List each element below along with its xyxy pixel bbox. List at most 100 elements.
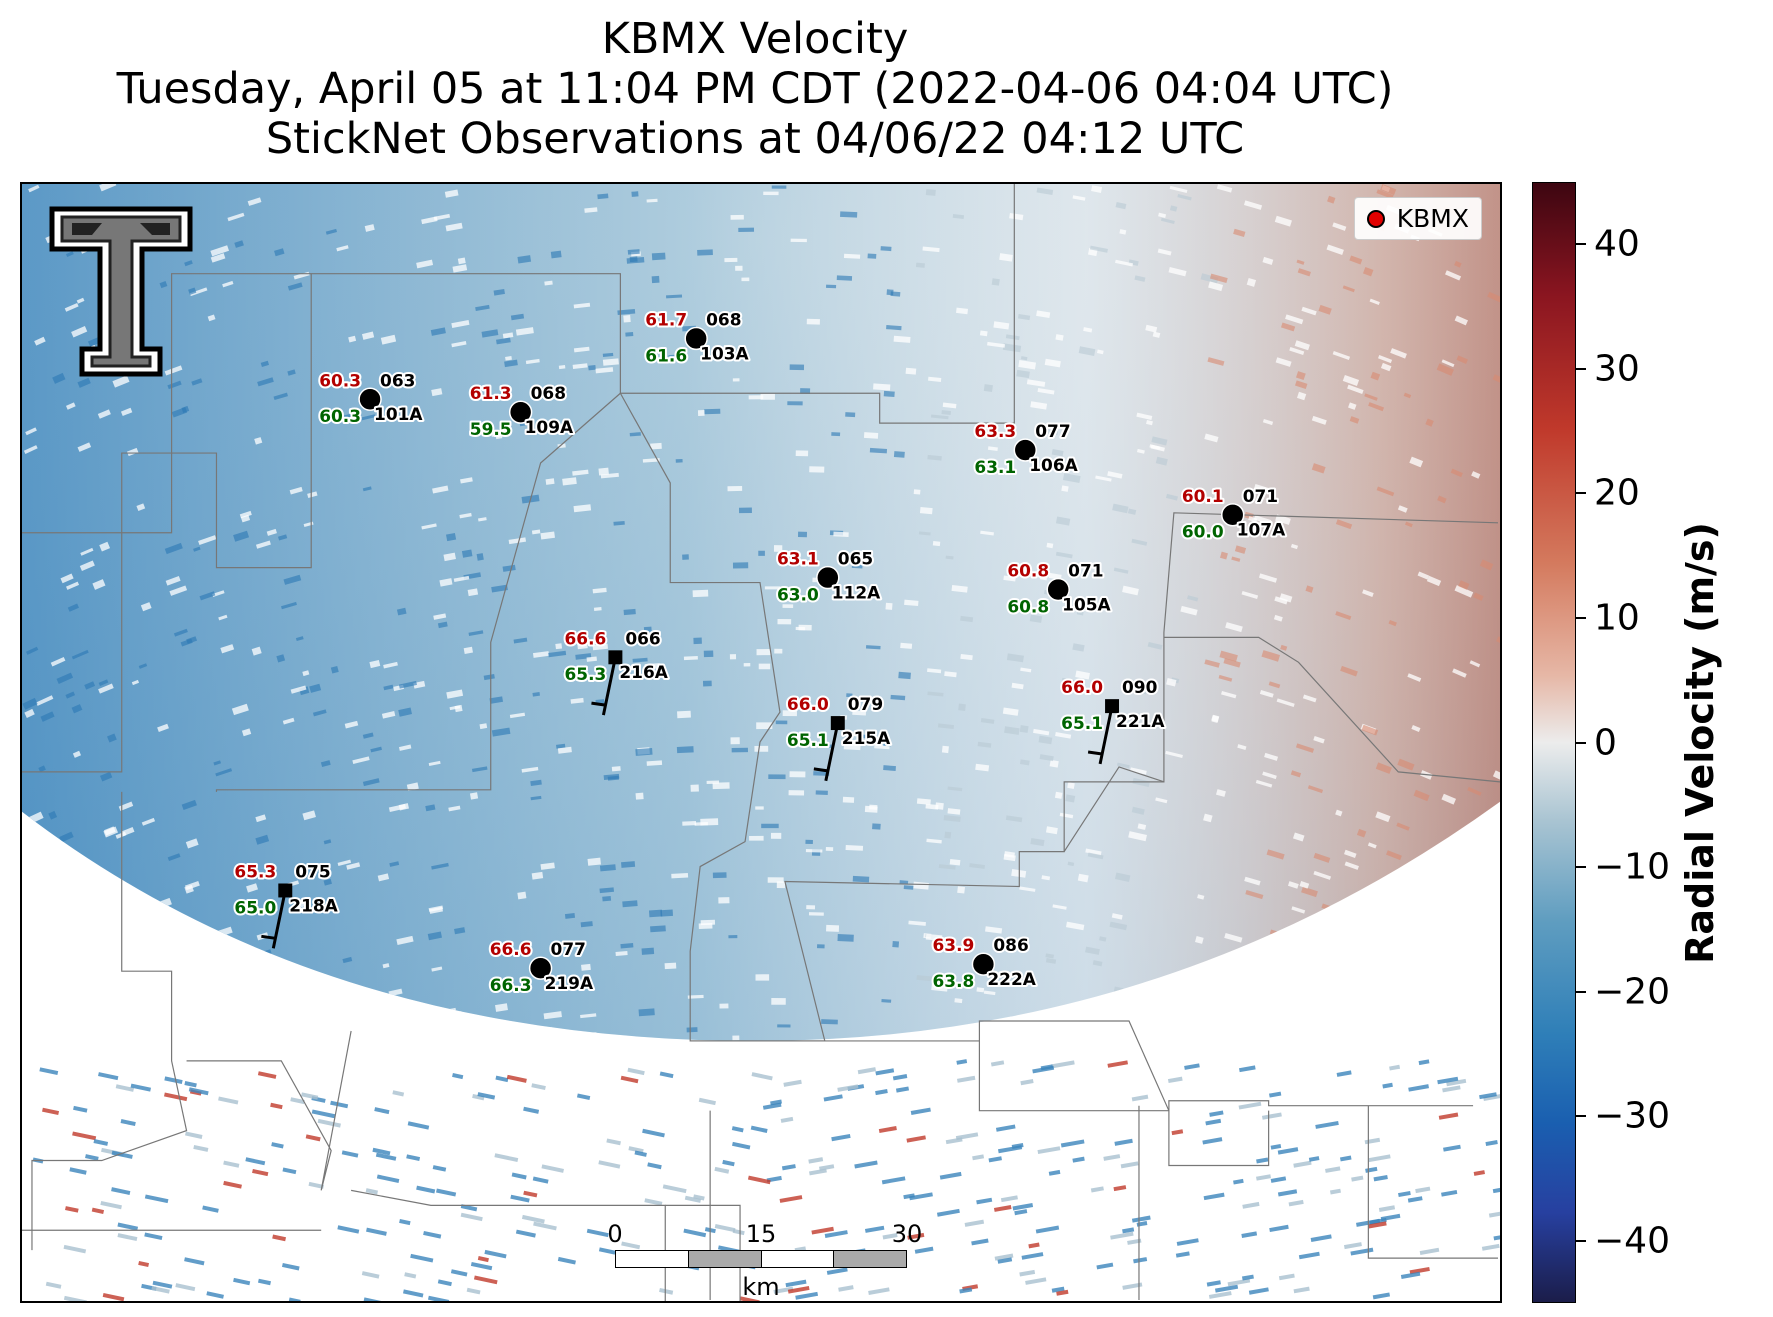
station-dewpoint: 63.1 [974,457,1016,477]
station-wind-direction: 071 [1068,561,1103,581]
colorbar-tick [1576,741,1586,744]
station-dewpoint: 60.0 [1182,522,1224,542]
station-106A[interactable]: 63.3 077 63.1 106A [972,419,1080,479]
station-id: 105A [1062,594,1111,614]
title-radar-product: KBMX Velocity [601,14,909,64]
station-calm-marker-icon [1046,577,1070,602]
colorbar-tick [1576,1239,1586,1242]
radar-velocity-field [22,184,1500,1041]
wind-barb-icon [1087,705,1114,765]
figure-title: KBMX Velocity Tuesday, April 05 at 11:04… [0,14,1510,164]
map-legend: KBMX [1353,197,1482,240]
station-id: 106A [1029,455,1078,475]
station-wind-direction: 068 [531,383,566,403]
colorbar-tick [1576,990,1586,993]
station-215A[interactable]: 66.0 079 65.1 215A [785,692,893,782]
station-109A[interactable]: 61.3 068 59.5 109A [468,381,576,441]
station-id: 101A [374,404,423,424]
county-boundaries [22,184,1500,1301]
station-temperature: 63.9 [933,935,975,955]
station-219A[interactable]: 66.6 077 66.3 219A [488,937,596,997]
station-temperature: 60.1 [1182,486,1224,506]
station-calm-marker-icon [1221,503,1245,527]
station-wind-direction: 090 [1122,677,1157,697]
station-wind-direction: 077 [551,939,586,959]
scale-bar-segments [615,1250,907,1268]
station-calm-marker-icon [971,952,996,976]
station-dewpoint: 65.1 [787,730,829,750]
wind-barb-icon [813,722,840,782]
station-101A[interactable]: 60.3 063 60.3 101A [317,368,425,428]
colorbar-tick-label: 40 [1594,223,1640,265]
colorbar-tick-label: −10 [1594,846,1670,888]
station-temperature: 65.3 [234,862,276,882]
colorbar-tick-label: 0 [1594,722,1617,763]
station-wind-direction: 071 [1243,486,1278,506]
station-calm-marker-icon [528,956,553,980]
colorbar-title: Radial Velocity (m/s) [1678,522,1722,964]
radar-site-marker-icon [1366,209,1385,228]
station-dewpoint: 65.0 [234,897,276,917]
station-calm-marker-icon [1013,438,1038,462]
scale-unit: km [742,1273,780,1301]
station-dewpoint: 65.1 [1061,713,1103,733]
colorbar-tick [1576,492,1586,495]
station-107A[interactable]: 60.1 071 60.0 107A [1180,484,1288,544]
station-id: 103A [700,343,749,363]
station-id: 215A [842,728,891,748]
station-wind-direction: 079 [848,694,883,714]
station-id: 107A [1237,520,1286,540]
title-scan-time: Tuesday, April 05 at 11:04 PM CDT (2022-… [116,64,1394,114]
wind-barb-icon [591,657,617,716]
station-id: 112A [832,583,881,603]
title-observation-time: StickNet Observations at 04/06/22 04:12 … [265,114,1245,164]
station-calm-marker-icon [684,326,708,351]
station-temperature: 61.7 [645,310,687,330]
station-218A[interactable]: 65.3 075 65.0 218A [232,860,341,949]
colorbar-tick [1576,616,1586,619]
station-temperature: 63.3 [974,421,1016,441]
station-wind-direction: 077 [1035,421,1070,441]
texas-tech-logo [49,206,193,377]
station-dewpoint: 65.3 [565,664,607,684]
scale-bar: 0 15 30 km [607,1220,922,1301]
station-temperature: 66.0 [787,694,829,714]
station-222A[interactable]: 63.9 086 63.8 222A [931,933,1039,993]
station-calm-marker-icon [816,565,840,590]
station-dewpoint: 60.3 [319,406,361,426]
station-id: 109A [525,417,574,437]
far-range-echoes [32,1059,1500,1301]
station-dewpoint: 66.3 [490,975,532,995]
station-temperature: 66.6 [490,939,532,959]
station-wind-direction: 075 [295,862,330,882]
station-216A[interactable]: 66.6 066 65.3 216A [563,626,671,716]
wind-barb-icon [261,890,287,949]
colorbar-tick [1576,1115,1586,1118]
colorbar-tick [1576,367,1586,370]
colorbar-tick-label: −20 [1594,971,1670,1013]
colorbar-tick-label: 10 [1594,597,1640,639]
station-112A[interactable]: 63.1 065 63.0 112A [775,547,883,607]
station-id: 219A [545,973,594,993]
station-temperature: 66.0 [1061,677,1103,697]
station-wind-direction: 068 [706,310,741,330]
station-221A[interactable]: 66.0 090 65.1 221A [1059,675,1167,765]
colorbar-tick-label: 20 [1594,472,1640,514]
station-temperature: 61.3 [470,383,512,403]
radar-map[interactable]: 60.3 063 60.3 101A 61.3 068 59.5 109A 61.7 068 61.… [20,182,1502,1303]
station-wind-direction: 063 [380,370,415,390]
station-103A[interactable]: 61.7 068 61.6 103A [643,308,751,368]
scale-tick-label: 30 [891,1220,923,1248]
station-temperature: 60.8 [1007,561,1049,581]
station-wind-direction: 065 [838,549,873,569]
station-dewpoint: 60.8 [1007,596,1049,616]
station-id: 222A [987,969,1036,989]
station-105A[interactable]: 60.8 071 60.8 105A [1005,559,1113,619]
station-dewpoint: 63.0 [777,585,819,605]
station-temperature: 60.3 [319,370,361,390]
colorbar-tick-label: −40 [1594,1220,1670,1262]
legend-label: KBMX [1396,204,1469,233]
station-dewpoint: 59.5 [470,419,512,439]
